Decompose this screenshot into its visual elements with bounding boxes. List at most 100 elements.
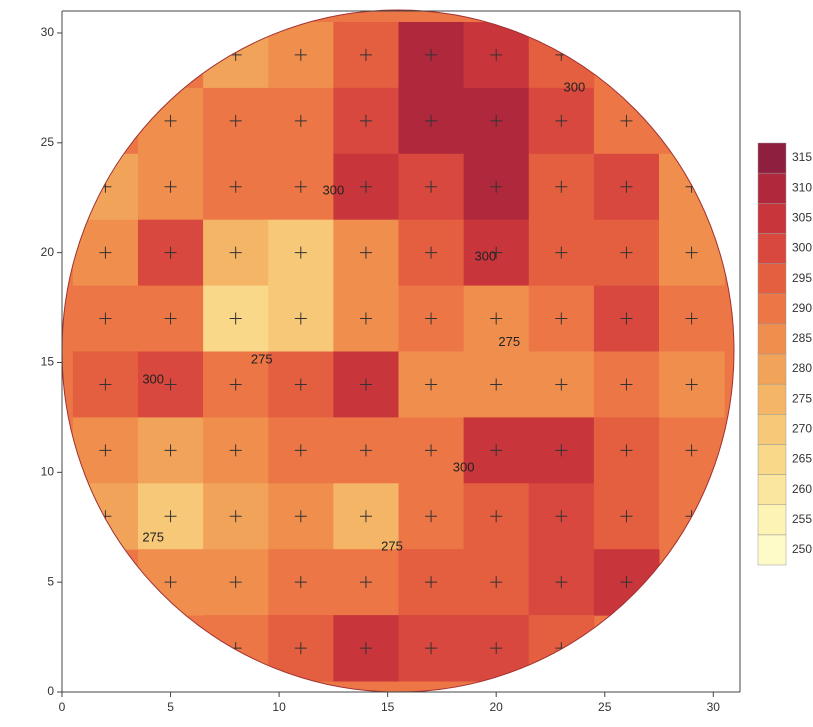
sample-marker (294, 642, 307, 655)
sample-marker (425, 246, 438, 259)
sample-marker (359, 642, 372, 655)
contour-label: 300 (474, 248, 496, 263)
sample-marker (685, 378, 698, 391)
sample-marker (490, 246, 503, 259)
colorbar-swatch (757, 353, 787, 385)
sample-marker (294, 510, 307, 523)
sample-marker (164, 378, 177, 391)
y-tick-label: 10 (41, 464, 55, 478)
sample-marker (294, 114, 307, 127)
sample-marker (490, 576, 503, 589)
x-tick-label: 0 (59, 700, 66, 714)
x-tick-label: 20 (490, 700, 504, 714)
sample-marker (425, 48, 438, 61)
sample-marker (620, 378, 633, 391)
sample-marker (620, 246, 633, 259)
colorbar-label: 250 (792, 542, 812, 556)
sample-marker (490, 48, 503, 61)
sample-marker (359, 444, 372, 457)
colorbar-label: 265 (792, 452, 812, 466)
sample-marker (620, 444, 633, 457)
sample-marker (99, 246, 112, 259)
contour-label: 275 (498, 334, 520, 349)
contour-label: 275 (381, 538, 403, 553)
contour-label: 300 (563, 79, 585, 94)
colorbar-swatch (757, 504, 787, 536)
x-tick-label: 30 (707, 700, 721, 714)
colorbar-label: 300 (792, 241, 812, 255)
contour-label: 275 (142, 530, 164, 545)
sample-marker (555, 114, 568, 127)
y-tick-label: 15 (41, 355, 55, 369)
sample-marker (359, 246, 372, 259)
sample-marker (490, 510, 503, 523)
colorbar-swatch (757, 172, 787, 204)
sample-marker (555, 510, 568, 523)
sample-marker (229, 444, 242, 457)
sample-marker (229, 378, 242, 391)
contour-label: 275 (251, 352, 273, 367)
sample-marker (229, 576, 242, 589)
sample-marker (229, 180, 242, 193)
sample-marker (555, 312, 568, 325)
sample-marker (164, 246, 177, 259)
colorbar-swatch (757, 263, 787, 294)
sample-marker (685, 312, 698, 325)
contour-label: 300 (453, 459, 475, 474)
sample-marker (425, 642, 438, 655)
sample-marker (685, 444, 698, 457)
colorbar-label: 275 (792, 391, 812, 405)
colorbar-swatch (757, 534, 787, 566)
sample-marker (294, 246, 307, 259)
sample-marker (164, 180, 177, 193)
y-tick-label: 0 (47, 684, 54, 698)
map (62, 11, 734, 692)
sample-marker (99, 444, 112, 457)
sample-marker (294, 576, 307, 589)
sample-marker (555, 246, 568, 259)
sample-marker (164, 312, 177, 325)
sample-marker (490, 444, 503, 457)
colorbar-label: 315 (792, 150, 812, 164)
colorbar-label: 260 (792, 482, 812, 496)
sample-marker (294, 444, 307, 457)
sample-marker (620, 510, 633, 523)
sample-marker (620, 576, 633, 589)
sample-marker (359, 378, 372, 391)
sample-marker (164, 114, 177, 127)
sample-marker (164, 510, 177, 523)
sample-marker (555, 576, 568, 589)
sample-marker (164, 444, 177, 457)
sample-marker (620, 312, 633, 325)
sample-marker (359, 114, 372, 127)
sample-marker (620, 114, 633, 127)
sample-marker (425, 312, 438, 325)
colorbar-swatch (757, 233, 787, 264)
sample-marker (229, 246, 242, 259)
colorbar-label: 255 (792, 512, 812, 526)
colorbar-label: 310 (792, 180, 812, 194)
sample-marker (490, 312, 503, 325)
sample-marker (490, 378, 503, 391)
colorbar-swatch (757, 444, 787, 475)
sample-marker (359, 312, 372, 325)
sample-marker (294, 180, 307, 193)
colorbar-swatch (757, 323, 787, 355)
sample-marker (99, 378, 112, 391)
sample-marker (685, 246, 698, 259)
sample-marker (490, 180, 503, 193)
contour-label: 300 (142, 371, 164, 386)
x-tick-label: 5 (167, 700, 174, 714)
sample-marker (229, 312, 242, 325)
sample-marker (425, 444, 438, 457)
colorbar-label: 285 (792, 331, 812, 345)
colorbar-swatch (757, 474, 787, 505)
x-tick-label: 15 (381, 700, 395, 714)
sample-marker (425, 510, 438, 523)
x-tick-label: 25 (598, 700, 612, 714)
sample-marker (555, 444, 568, 457)
sample-marker (425, 180, 438, 193)
colorbar-swatch (757, 203, 787, 234)
sample-marker (425, 378, 438, 391)
